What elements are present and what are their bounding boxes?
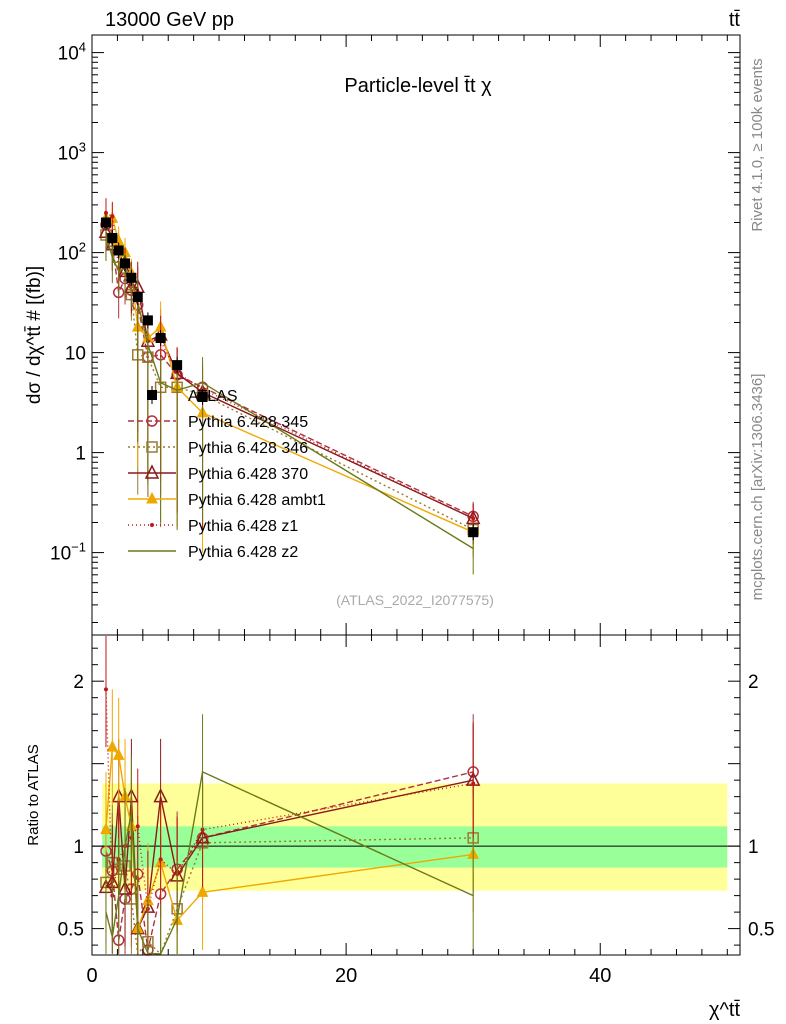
data-point-ratio (103, 687, 108, 692)
legend-marker (150, 523, 154, 527)
process-label: tt̄ (729, 9, 741, 31)
data-point-ratio (112, 748, 125, 760)
y-tick-label-main: 102 (58, 240, 86, 265)
legend-label: Pythia 6.428 346 (188, 440, 308, 457)
atlas-data-point (197, 391, 208, 402)
legend-entry-4: Pythia 6.428 z1 (128, 518, 298, 535)
legend-entry-5: Pythia 6.428 z2 (128, 544, 298, 561)
legend-label: Pythia 6.428 z1 (188, 518, 298, 535)
legend-entry-atlas: ATLAS (147, 386, 238, 405)
legend-label: Pythia 6.428 ambt1 (188, 492, 326, 509)
legend-label: Pythia 6.428 345 (188, 414, 308, 431)
y-tick-label-ratio-right: 1 (748, 837, 759, 858)
legend-entry-2: Pythia 6.428 370 (128, 464, 308, 483)
ratio-panel (98, 636, 481, 956)
x-axis-label: χ^tt̄ (709, 999, 740, 1021)
data-point-ratio (471, 781, 476, 786)
legend-entry-0: Pythia 6.428 345 (128, 414, 308, 431)
legend-entry-1: Pythia 6.428 346 (128, 440, 308, 457)
ratio-band-inner (102, 826, 728, 868)
legend-label: Pythia 6.428 z2 (188, 544, 298, 561)
y-tick-label-main: 1 (75, 444, 86, 465)
series-5-ratio (105, 714, 474, 955)
analysis-tag: (ATLAS_2022_I2077575) (336, 592, 494, 608)
legend-marker (146, 415, 158, 427)
energy-label: 13000 GeV pp (105, 9, 234, 31)
legend-label-atlas: ATLAS (188, 388, 238, 405)
atlas-data-point (172, 360, 183, 371)
y-tick-label-main: 10 (65, 344, 86, 365)
y-axis-label-ratio: Ratio to ATLAS (25, 744, 42, 845)
x-tick-label: 20 (335, 965, 357, 987)
atlas-data-point (132, 291, 143, 302)
legend-label: Pythia 6.428 370 (188, 466, 308, 483)
y-tick-label-ratio: 1 (73, 837, 84, 858)
x-tick-label: 40 (589, 965, 611, 987)
y-tick-label-ratio: 2 (73, 672, 84, 693)
atlas-data-point (120, 258, 131, 269)
data-point-main (471, 516, 476, 521)
data-point-ratio (158, 857, 163, 862)
atlas-data (100, 214, 479, 541)
atlas-data-point (155, 332, 166, 343)
rivet-label: Rivet 4.1.0, ≥ 100k events (749, 58, 766, 231)
atlas-data-point (142, 315, 153, 326)
y-tick-label-ratio-right: 2 (748, 672, 759, 693)
legend: ATLAS Pythia 6.428 345 Pythia 6.428 346 Pyt… (128, 386, 326, 561)
atlas-data-point (100, 217, 111, 228)
y-tick-label-main: 10−1 (50, 540, 86, 565)
data-point-ratio (135, 824, 140, 829)
main-panel (98, 198, 481, 575)
legend-marker (146, 491, 158, 504)
data-point-main (103, 210, 108, 215)
ratio-panel-frame (91, 634, 741, 956)
data-point-ratio (100, 822, 112, 835)
chart-title: Particle-level t̄t χ (344, 75, 492, 97)
atlas-data-point (126, 272, 137, 283)
y-tick-label-main: 104 (58, 40, 86, 65)
data-point-ratio (196, 885, 209, 897)
y-tick-label-main: 103 (58, 140, 86, 165)
atlas-data-point (107, 232, 118, 243)
ratio-uncertainty-bands (92, 783, 740, 891)
legend-entry-3: Pythia 6.428 ambt1 (128, 491, 326, 509)
atlas-data-point (113, 245, 124, 256)
legend-marker (144, 464, 160, 479)
atlas-data-point (468, 527, 479, 538)
data-point-main (110, 214, 115, 219)
series-line-ratio (105, 771, 474, 951)
x-tick-label: 0 (86, 965, 97, 987)
mcplots-label: mcplots.cern.ch [arXiv:1306.3436] (749, 374, 766, 601)
y-axis-label-main: dσ / dχ^tt̄ # [(fb)] (24, 266, 45, 404)
data-point-ratio (106, 740, 119, 752)
legend-marker (146, 441, 158, 453)
y-tick-label-ratio: 0.5 (58, 920, 84, 941)
y-tick-label-ratio-right: 0.5 (748, 920, 774, 941)
